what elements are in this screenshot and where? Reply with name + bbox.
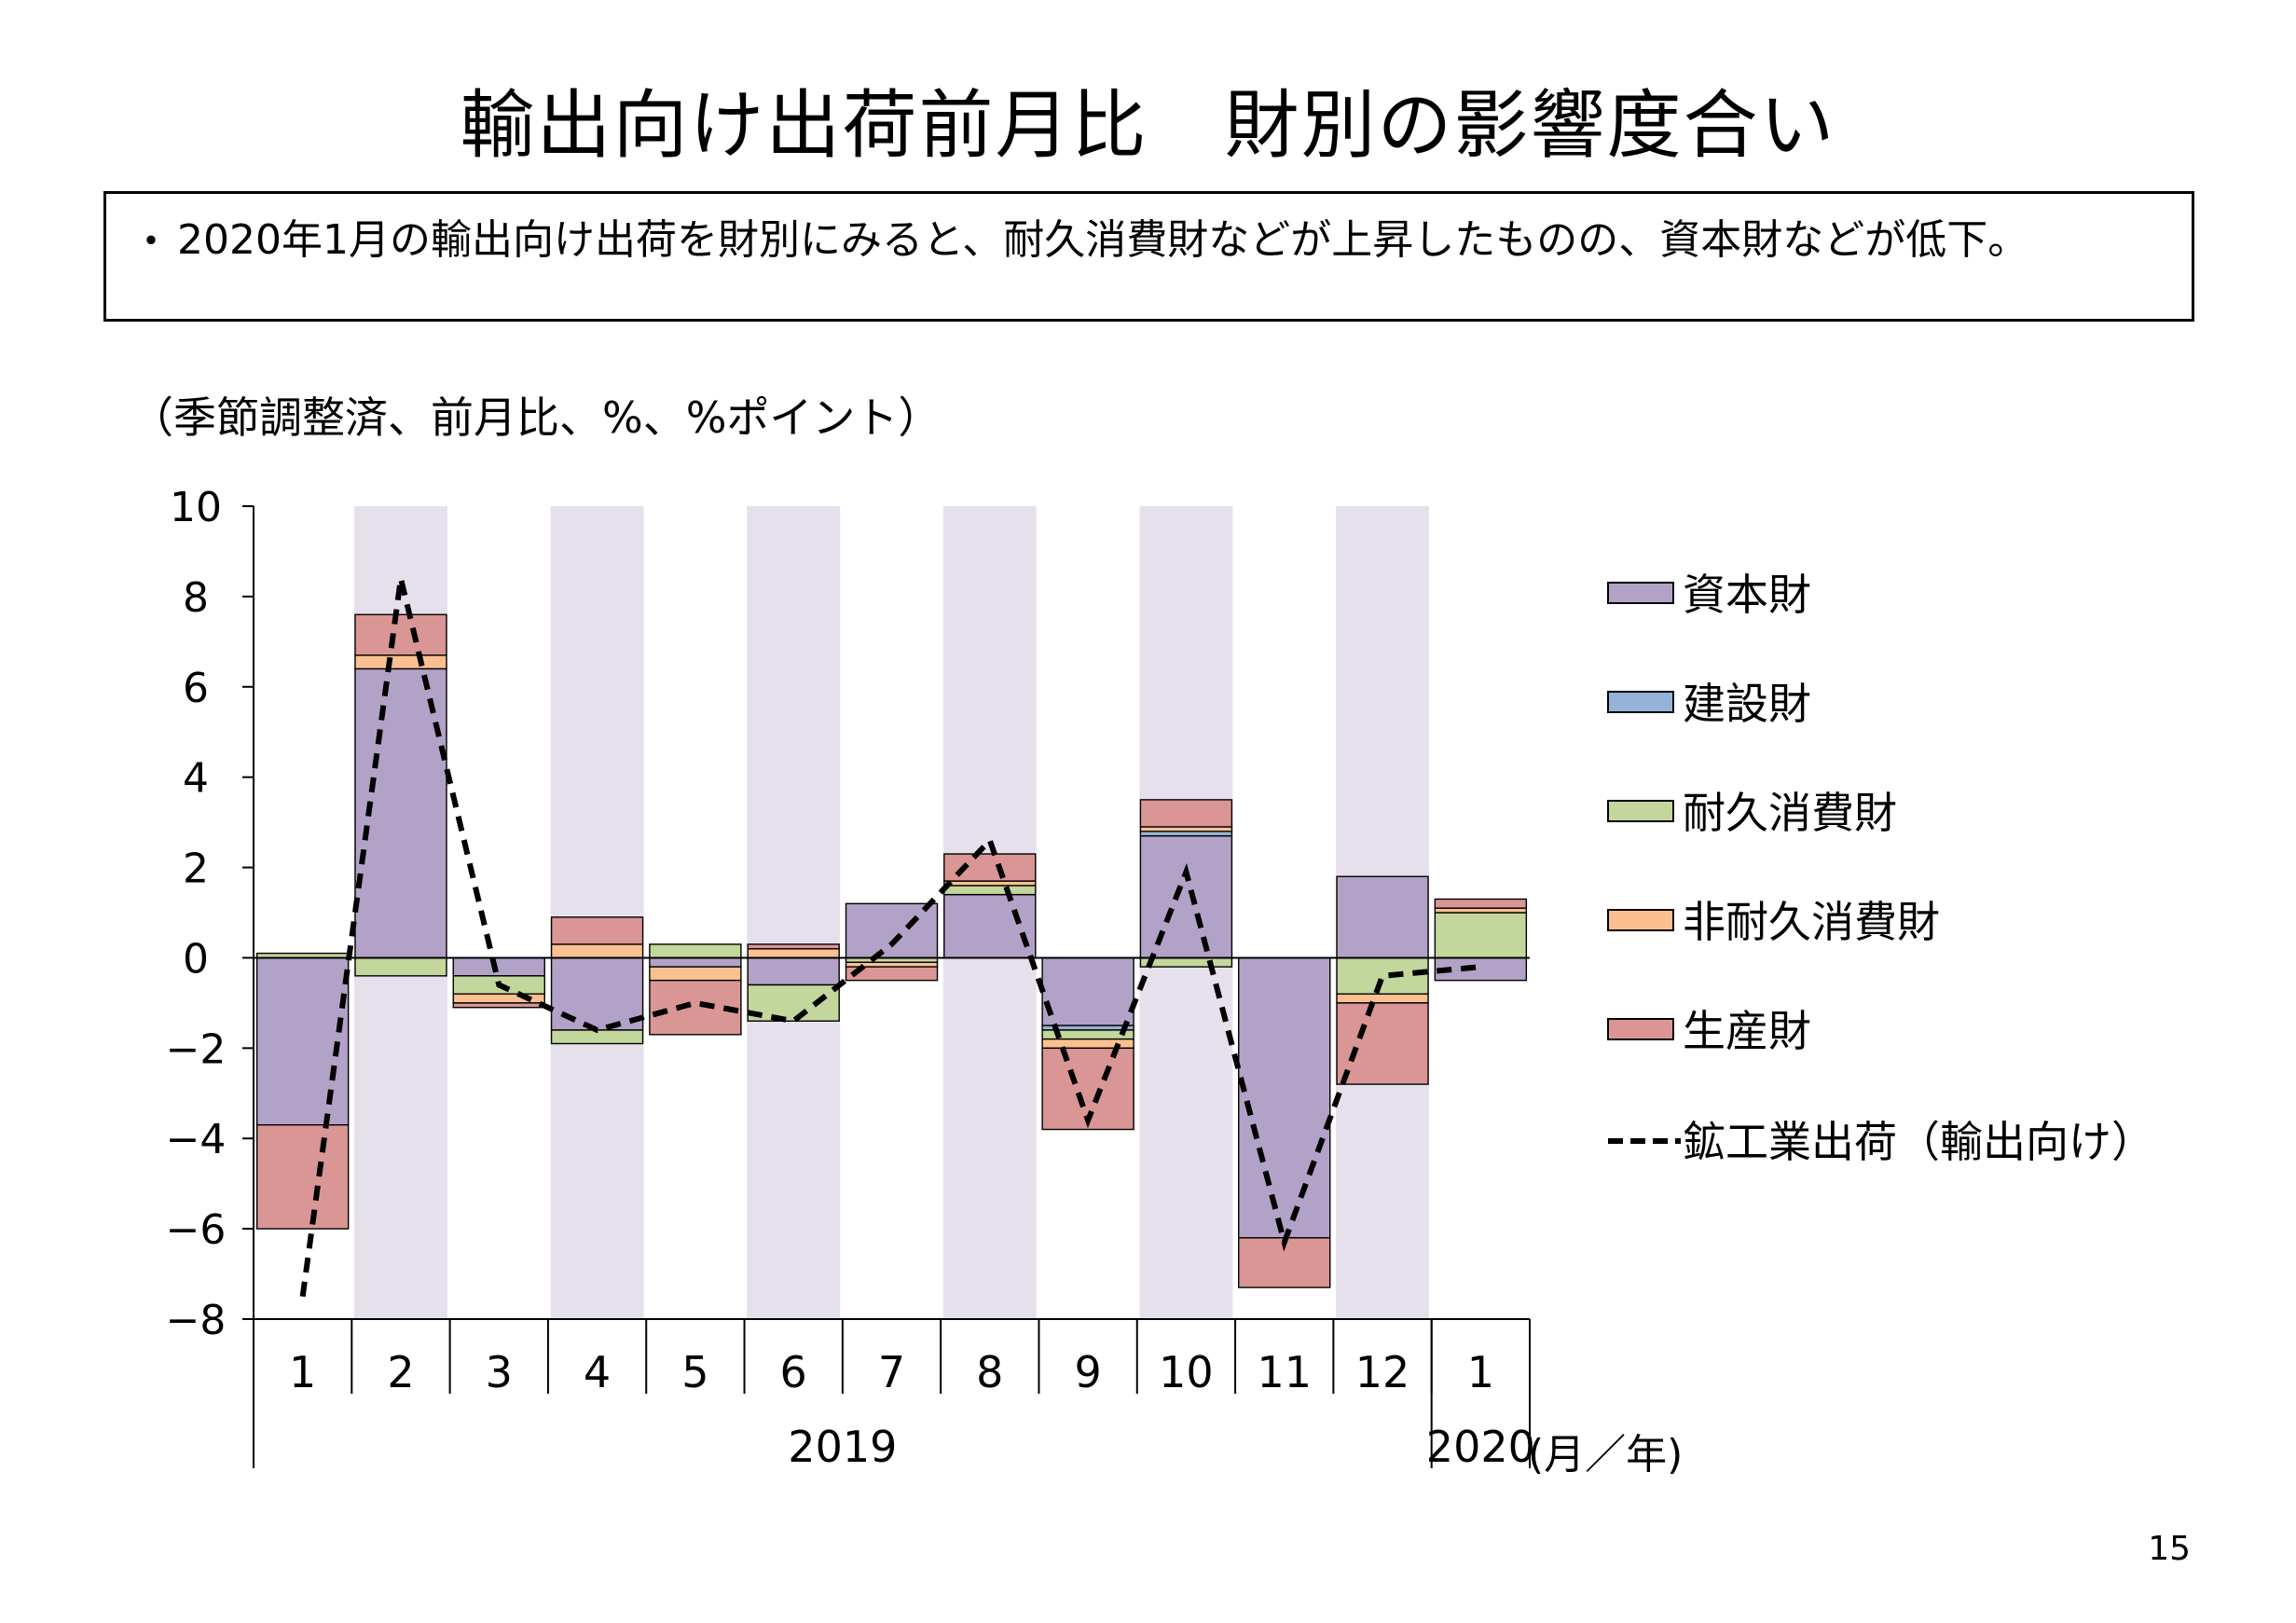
y-tick-label: 2 — [183, 846, 209, 893]
bar-segment-producer — [255, 1123, 350, 1230]
bar-segment-capital — [452, 956, 545, 977]
bar-segment-capital — [649, 956, 742, 968]
bar-segment-capital — [1238, 956, 1331, 1239]
legend-label-capital: 資本財 — [1683, 570, 1811, 620]
legend-label-durable: 耐久消費財 — [1683, 788, 1897, 838]
y-tick-label: 6 — [183, 665, 209, 712]
bar-segment-durable — [354, 956, 447, 977]
bar-segment-producer — [354, 613, 447, 656]
bar-segment-capital — [943, 893, 1037, 959]
legend-label-nondurable: 非耐久消費財 — [1683, 897, 1940, 947]
bar-segment-nondurable — [1336, 993, 1429, 1004]
legend-swatch-producer — [1607, 1018, 1674, 1040]
x-tick-label: 10 — [1159, 1347, 1214, 1397]
x-tick-label: 9 — [1074, 1347, 1101, 1397]
bar-segment-durable — [1434, 912, 1528, 959]
summary-box: ・ 2020年1月の輸出向け出荷を財別にみると、耐久消費財などが上昇したものの、… — [103, 191, 2194, 322]
bar-segment-capital — [747, 956, 840, 986]
bar-segment-producer — [845, 966, 939, 982]
y-tick-label: 4 — [183, 755, 209, 803]
x-tick-label: 5 — [681, 1347, 708, 1397]
bar-segment-producer — [943, 853, 1037, 882]
x-tick-label: 1 — [289, 1347, 316, 1397]
legend-swatch-durable — [1607, 800, 1674, 822]
x-unit-label: (月／年) — [1528, 1431, 1683, 1479]
bar-segment-producer — [1139, 799, 1233, 828]
y-tick-label: 8 — [183, 574, 209, 622]
bar-segment-producer — [1336, 1002, 1429, 1085]
bar-segment-producer — [1434, 898, 1528, 909]
bar-segment-durable — [649, 943, 742, 959]
summary-bullet: ・ — [131, 218, 172, 266]
bar-segment-producer — [747, 943, 840, 950]
bar-segment-capital — [1434, 956, 1528, 982]
bar-segment-durable — [943, 885, 1037, 896]
x-tick-label: 1 — [1467, 1347, 1494, 1397]
y-tick-label: 10 — [170, 484, 222, 531]
y-tick-label: 0 — [183, 935, 209, 983]
bar-segment-producer — [550, 916, 644, 945]
bar-segment-capital — [1041, 956, 1134, 1026]
legend-swatch-nondurable — [1607, 909, 1674, 931]
legend-swatch-construction — [1607, 691, 1674, 713]
y-tick-label: −4 — [166, 1116, 227, 1163]
summary-text: 2020年1月の輸出向け出荷を財別にみると、耐久消費財などが上昇したものの、資本… — [177, 216, 2029, 264]
shaded-band — [747, 506, 841, 1319]
bar-segment-nondurable — [1139, 826, 1233, 832]
x-tick-label: 2 — [387, 1347, 414, 1397]
bar-segment-capital — [1139, 834, 1233, 959]
y-tick-label: −6 — [166, 1206, 227, 1254]
x-tick-label: 3 — [486, 1347, 513, 1397]
year-label: 2020 — [1426, 1422, 1535, 1472]
x-tick-label: 4 — [584, 1347, 611, 1397]
bar-segment-capital — [845, 902, 939, 959]
y-tick-label: −2 — [166, 1025, 227, 1073]
x-tick-label: 6 — [780, 1347, 807, 1397]
x-tick-label: 12 — [1355, 1347, 1410, 1397]
page-number: 15 — [2148, 1530, 2191, 1568]
bar-segment-durable — [747, 983, 840, 1022]
unit-note: （季節調整済、前月比、%、%ポイント） — [131, 392, 942, 443]
legend-label-producer: 生産財 — [1683, 1006, 1811, 1056]
legend-label-line: 鉱工業出荷（輸出向け） — [1683, 1117, 2154, 1167]
bar-segment-capital — [255, 956, 350, 1126]
bar-segment-producer — [452, 1002, 545, 1009]
x-tick-label: 7 — [878, 1347, 905, 1397]
x-tick-label: 8 — [976, 1347, 1003, 1397]
bar-segment-nondurable — [1434, 907, 1528, 914]
bar-segment-construction — [1139, 831, 1233, 837]
x-tick-label: 11 — [1257, 1347, 1312, 1397]
bar-segment-nondurable — [649, 966, 742, 982]
year-label: 2019 — [788, 1422, 897, 1472]
bar-segment-nondurable — [354, 654, 447, 670]
bar-segment-nondurable — [747, 948, 840, 959]
bar-segment-nondurable — [943, 880, 1037, 887]
y-tick-label: −8 — [166, 1297, 227, 1344]
page-title: 輸出向け出荷前月比 財別の影響度合い — [460, 82, 1836, 169]
shaded-band — [550, 506, 644, 1319]
bar-segment-nondurable — [550, 943, 644, 959]
legend-swatch-capital — [1607, 582, 1674, 604]
legend-label-construction: 建設財 — [1683, 679, 1811, 729]
bar-segment-capital — [1336, 875, 1429, 959]
